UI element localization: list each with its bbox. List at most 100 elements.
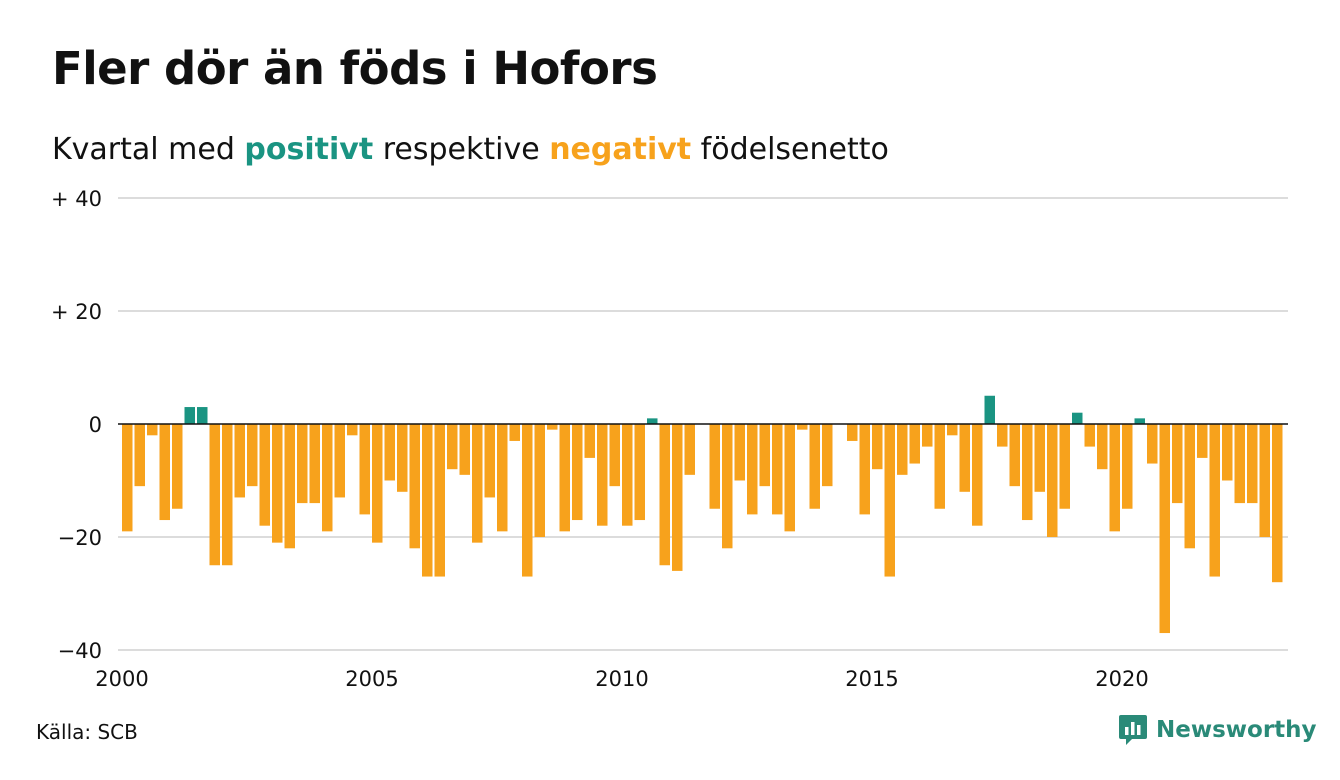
bar-negative (322, 424, 333, 532)
bar-negative (959, 424, 970, 492)
bar-negative (259, 424, 270, 526)
y-axis-tick-labels: + 40 + 20 0 −20 −40 (51, 187, 102, 663)
bar-negative (1159, 424, 1170, 634)
bar-negative (222, 424, 233, 566)
bar-negative (672, 424, 683, 571)
subtitle-positive-label: positivt (244, 132, 374, 167)
subtitle-text-1: Kvartal med (52, 132, 245, 167)
bar-negative (709, 424, 720, 509)
x-axis-tick-labels: 2000 2005 2010 2015 2020 (95, 667, 1148, 691)
bar-negative (1047, 424, 1058, 537)
bar-negative (272, 424, 283, 543)
bar-negative (434, 424, 445, 577)
y-tick-label: −40 (58, 639, 102, 663)
bar-negative (684, 424, 695, 475)
y-tick-label: + 40 (51, 187, 102, 211)
bar-negative (772, 424, 783, 515)
bar-negative (1109, 424, 1120, 532)
bar-negative (584, 424, 595, 458)
bar-negative (409, 424, 420, 549)
subtitle-text-2: respektive (373, 132, 550, 167)
bar-negative (1259, 424, 1270, 537)
bar-negative (572, 424, 583, 521)
bar-negative (1022, 424, 1033, 521)
bar-negative (734, 424, 745, 481)
source-note: Källa: SCB (36, 720, 138, 744)
bar-negative (797, 424, 808, 430)
bar-negative (1034, 424, 1045, 492)
bar-negative (459, 424, 470, 475)
bar-negative (859, 424, 870, 515)
bar-negative (1122, 424, 1133, 509)
bar-negative (1172, 424, 1183, 504)
bar-negative (1097, 424, 1108, 470)
x-tick-label: 2010 (595, 667, 648, 691)
bar-negative (809, 424, 820, 509)
bar-negative (372, 424, 383, 543)
gridlines (118, 197, 1288, 651)
bar-negative (1009, 424, 1020, 487)
bar-negative (547, 424, 558, 430)
bar-negative (1234, 424, 1245, 504)
bar-negative (247, 424, 258, 487)
bar-negative (597, 424, 608, 526)
x-tick-label: 2005 (345, 667, 398, 691)
bar-negative (997, 424, 1008, 447)
bar-negative (309, 424, 320, 504)
bar-negative (872, 424, 883, 470)
bar-negative (559, 424, 570, 532)
bar-negative (747, 424, 758, 515)
bar-negative (659, 424, 670, 566)
subtitle-negative-label: negativt (549, 132, 692, 167)
bar-negative (484, 424, 495, 498)
bar-negative (1059, 424, 1070, 509)
bar-negative (972, 424, 983, 526)
bar-negative (847, 424, 858, 441)
bar-negative (522, 424, 533, 577)
bar-negative (472, 424, 483, 543)
bar-negative (122, 424, 133, 532)
bar-positive (1134, 418, 1145, 424)
bar-negative (297, 424, 308, 504)
bar-negative (822, 424, 833, 487)
bar-negative (1247, 424, 1258, 504)
bar-negative (334, 424, 345, 498)
bar-negative (534, 424, 545, 537)
newsworthy-logo-icon (1119, 715, 1147, 745)
bar-negative (447, 424, 458, 470)
chart-title: Fler dör än föds i Hofors (52, 42, 658, 95)
bar-negative (347, 424, 358, 436)
bar-negative (1197, 424, 1208, 458)
bar-negative (497, 424, 508, 532)
bars (122, 395, 1283, 634)
y-tick-label: + 20 (51, 300, 102, 324)
bar-positive (197, 407, 208, 424)
bar-negative (509, 424, 520, 441)
bar-positive (184, 407, 195, 424)
bar-negative (784, 424, 795, 532)
bar-negative (934, 424, 945, 509)
bar-negative (922, 424, 933, 447)
bar-negative (359, 424, 370, 515)
bar-negative (422, 424, 433, 577)
bar-negative (397, 424, 408, 492)
x-tick-label: 2015 (845, 667, 898, 691)
bar-negative (234, 424, 245, 498)
x-tick-label: 2000 (95, 667, 148, 691)
bar-negative (897, 424, 908, 475)
bar-negative (384, 424, 395, 481)
newsworthy-logo: Newsworthy (1118, 712, 1317, 748)
bar-negative (884, 424, 895, 577)
bar-negative (947, 424, 958, 436)
bar-negative (284, 424, 295, 549)
bar-negative (147, 424, 158, 436)
y-tick-label: −20 (58, 526, 102, 550)
bar-negative (622, 424, 633, 526)
bar-negative (1147, 424, 1158, 464)
y-tick-label: 0 (89, 413, 102, 437)
bar-negative (209, 424, 220, 566)
bar-negative (759, 424, 770, 487)
bar-negative (909, 424, 920, 464)
bar-negative (1209, 424, 1220, 577)
subtitle-text-3: födelsenetto (691, 132, 889, 167)
